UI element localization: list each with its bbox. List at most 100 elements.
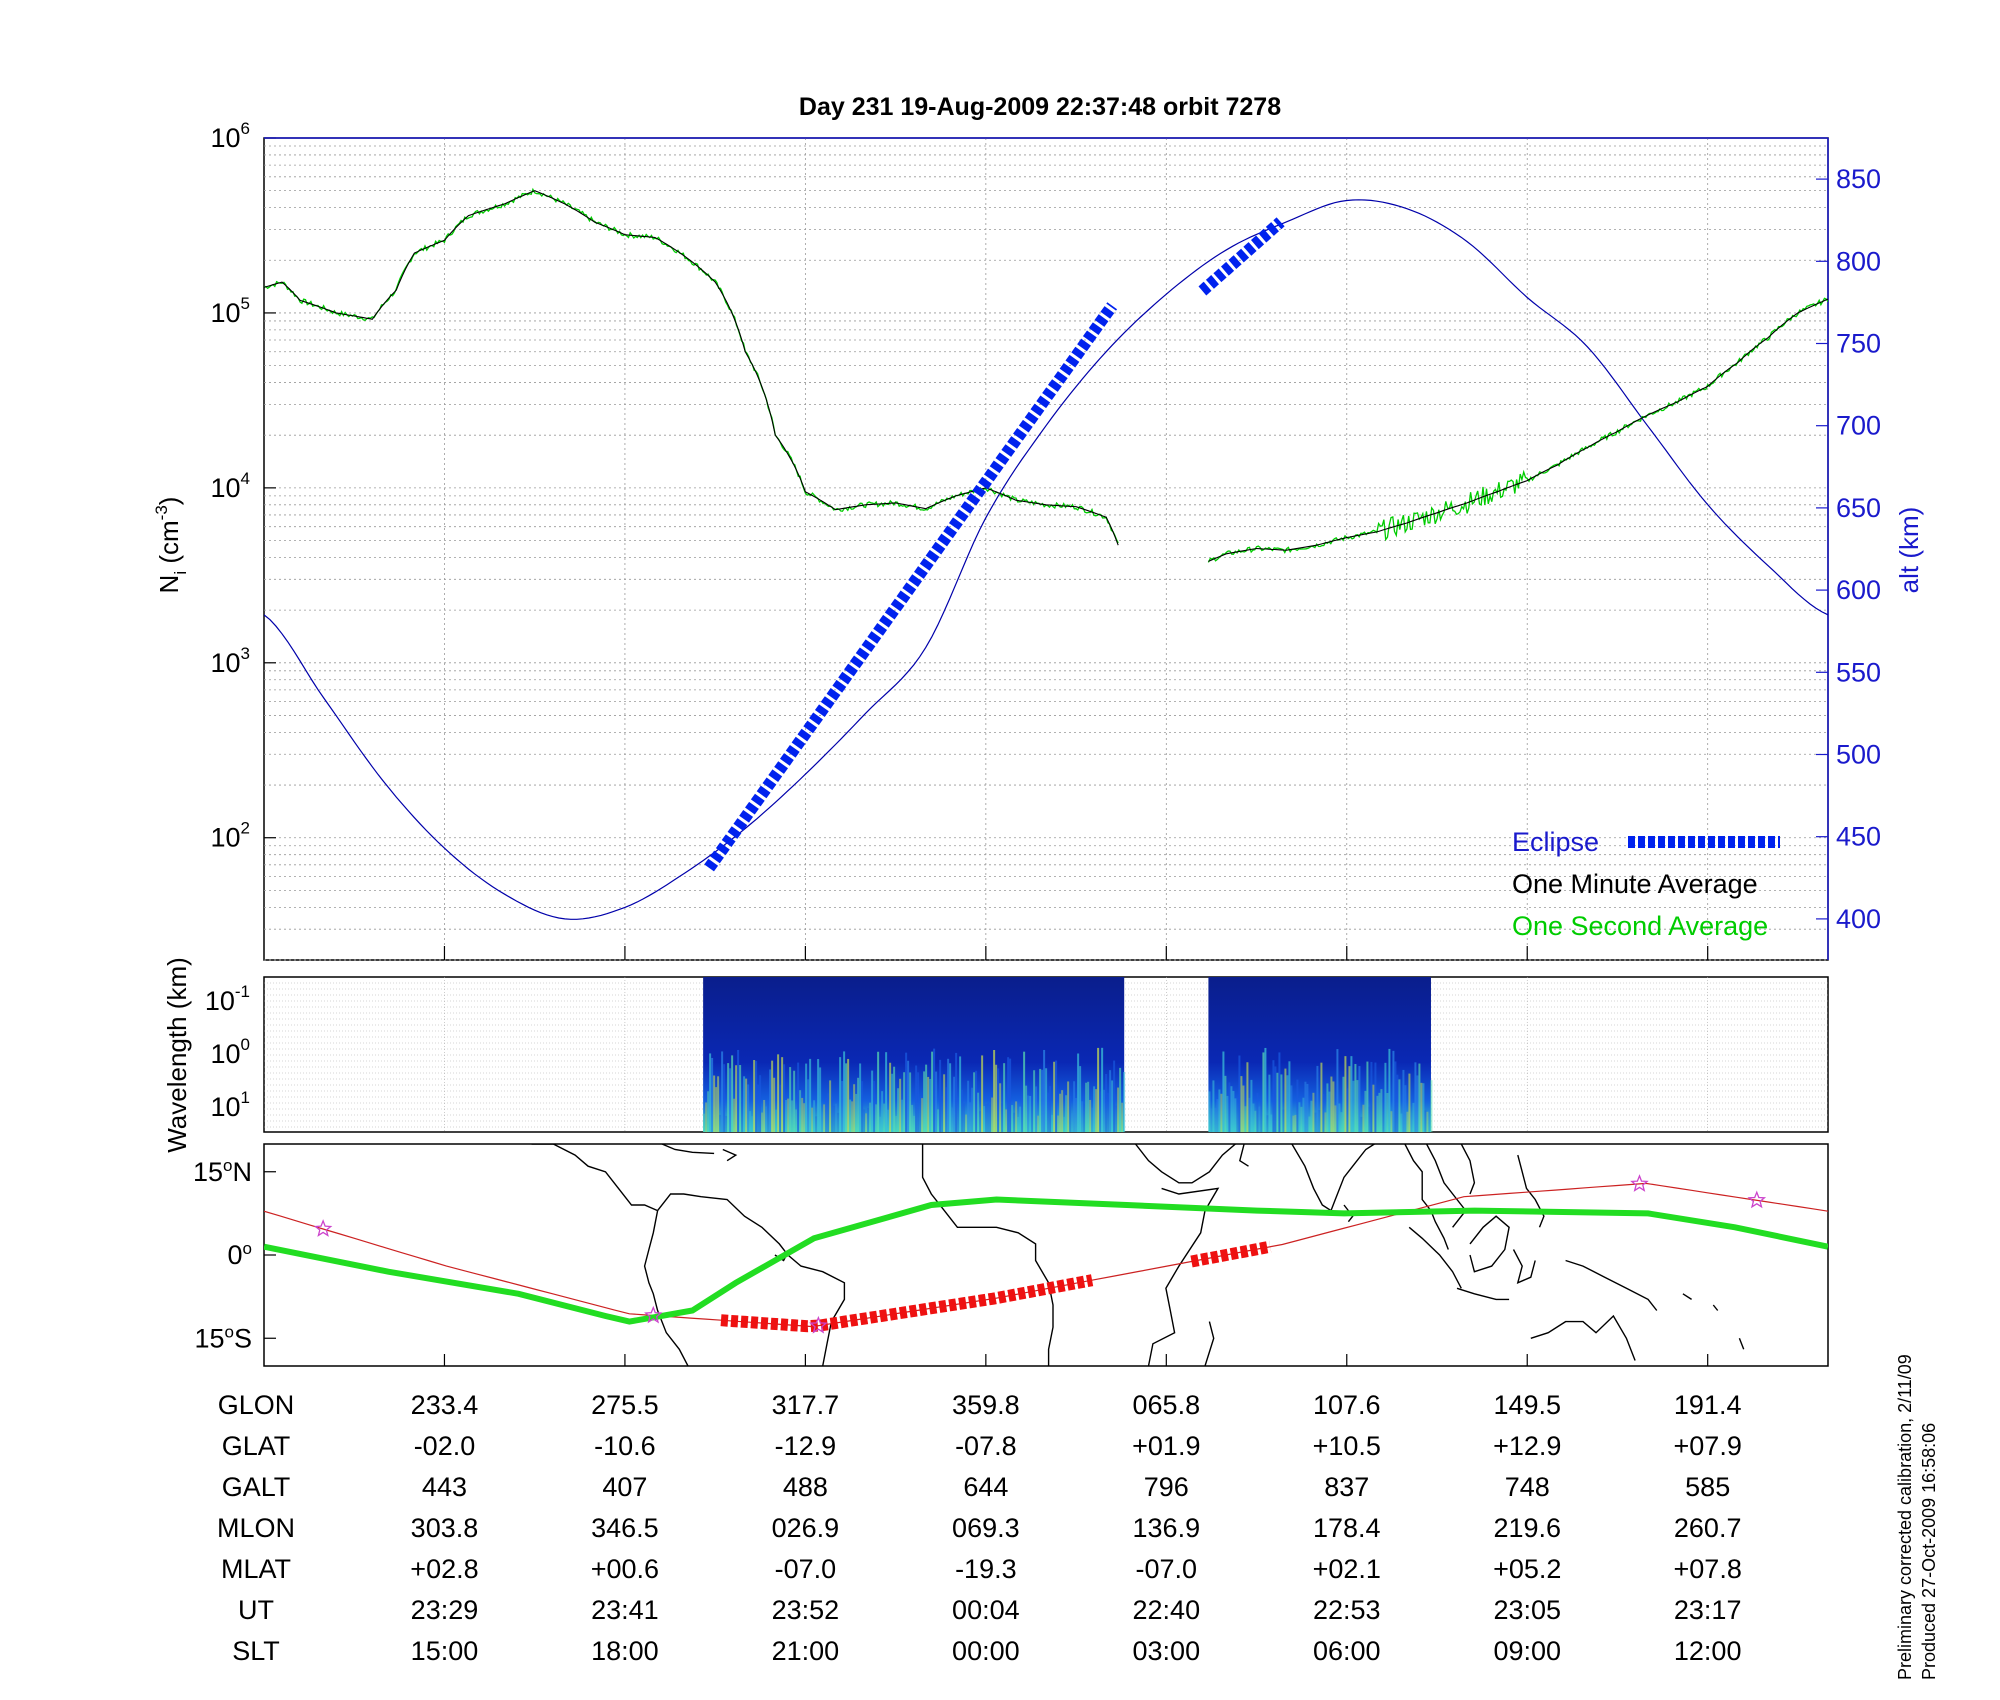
spectrogram-column <box>953 1076 956 1132</box>
spectrogram-column <box>1302 1097 1305 1132</box>
coastline <box>643 1210 689 1366</box>
spectrogram-column <box>1015 1101 1018 1132</box>
spectrogram-column <box>929 1078 932 1132</box>
spectrogram-column <box>723 1064 726 1132</box>
legend: Eclipse One Minute Average One Second Av… <box>1512 827 1780 941</box>
spectrogram-column <box>1121 1102 1124 1132</box>
table-cell: +12.9 <box>1493 1431 1561 1461</box>
spectrogram-column <box>1402 1069 1405 1132</box>
spectrogram-column <box>759 1075 762 1132</box>
table-cell: 23:52 <box>772 1595 840 1625</box>
spectrogram-column <box>1284 1068 1287 1132</box>
coastline <box>921 1144 1054 1366</box>
spectrogram-column <box>899 1078 902 1132</box>
spectrogram-column <box>761 1112 764 1132</box>
spectrogram-column <box>831 1097 834 1132</box>
spectrogram-column <box>1380 1089 1383 1132</box>
spectrogram-column <box>903 1072 906 1132</box>
table-cell: 178.4 <box>1313 1513 1381 1543</box>
alt-tick-label: 450 <box>1836 822 1881 852</box>
spectrogram-column <box>1334 1105 1337 1132</box>
coastline <box>1408 1226 1462 1289</box>
spectrogram-column <box>1085 1082 1088 1132</box>
spectrogram-column <box>1254 1110 1257 1132</box>
coastline <box>722 1148 738 1162</box>
spectrogram-column <box>1232 1090 1235 1132</box>
spectrogram-column <box>783 1064 786 1132</box>
map-panel-frame <box>263 1143 1829 1367</box>
lat-tick-label: 15oS <box>194 1322 252 1353</box>
spectrogram-column <box>1366 1061 1369 1132</box>
spectrogram-column <box>951 1107 954 1132</box>
spectrogram-column <box>1017 1116 1020 1132</box>
spectrogram-column <box>1342 1076 1345 1132</box>
spectrogram-column <box>823 1104 826 1132</box>
spectrogram-column <box>1081 1101 1084 1132</box>
spectrogram-column <box>1358 1066 1361 1132</box>
spectrogram-column <box>1003 1063 1006 1132</box>
altitude-right-ticks: 850 800 750 700 650 600 550 500 450 400 <box>1816 164 1881 934</box>
spectrogram-column <box>1294 1114 1297 1132</box>
spectrogram-column <box>943 1074 946 1132</box>
coastline <box>1530 1314 1636 1361</box>
spectrogram-column <box>1248 1097 1251 1132</box>
spectrogram-column <box>1019 1106 1022 1132</box>
spectrogram-column <box>745 1078 748 1132</box>
spectrogram-column <box>829 1080 832 1132</box>
spectrogram-column <box>1278 1052 1281 1132</box>
table-cell: 275.5 <box>591 1390 659 1420</box>
spectrogram-column <box>1065 1095 1068 1132</box>
coastline-map <box>531 1144 1745 1366</box>
eclipse-line-1 <box>704 302 1118 872</box>
spectrogram-column <box>1412 1102 1415 1132</box>
spectrogram-column <box>785 1099 788 1132</box>
table-cell: 837 <box>1324 1472 1369 1502</box>
density-left-ticks: 106 105 104 103 102 <box>210 119 276 853</box>
spectrogram-column <box>1210 1108 1213 1132</box>
spectrogram-column <box>1338 1103 1341 1132</box>
y-tick-label: 106 <box>210 119 250 153</box>
table-cell: 21:00 <box>772 1636 840 1666</box>
produced-note: Produced 27-Oct-2009 16:58:06 <box>1919 1423 1939 1680</box>
calibration-note: Preliminary corrected calibration, 2/11/… <box>1895 1354 1915 1680</box>
spectrogram-column <box>939 1059 942 1132</box>
spectrogram-column <box>781 1057 784 1132</box>
station-star-marker <box>809 1315 828 1334</box>
spectrogram-column <box>835 1103 838 1132</box>
spectrogram-column <box>1244 1106 1247 1132</box>
spectrogram-column <box>857 1077 860 1132</box>
spectrogram-column <box>1310 1100 1313 1132</box>
spectrogram-column <box>923 1071 926 1132</box>
spectrogram-column <box>969 1102 972 1132</box>
spectrogram-column <box>1208 1091 1211 1132</box>
spectrogram-column <box>729 1068 732 1132</box>
spectrogram-column <box>1370 1061 1373 1132</box>
spectrogram-column <box>1226 1095 1229 1132</box>
table-cell: +02.8 <box>410 1554 478 1584</box>
spectrogram-column <box>1304 1081 1307 1132</box>
spectrogram-column <box>1290 1085 1293 1132</box>
spectrogram-column <box>815 1116 818 1132</box>
spectrogram-column <box>901 1099 904 1132</box>
spectrogram-column <box>1414 1062 1417 1132</box>
spectrogram-column <box>1021 1098 1024 1132</box>
spectrogram-column <box>925 1064 928 1132</box>
spectrogram-block-1 <box>703 977 1126 1132</box>
spectrogram-column <box>1252 1103 1255 1132</box>
spectrogram-column <box>1408 1073 1411 1132</box>
spectrogram-column <box>1103 1089 1106 1132</box>
spectrogram-column <box>1426 1111 1429 1132</box>
spectrogram-column <box>805 1063 808 1132</box>
table-cell: 03:00 <box>1133 1636 1201 1666</box>
spectrogram-column <box>1228 1082 1231 1132</box>
spectrogram-column <box>1336 1049 1339 1132</box>
density-axis-label: Ni (cm-3) <box>152 497 190 594</box>
spectrogram-column <box>1286 1075 1289 1132</box>
spectrogram-column <box>735 1065 738 1132</box>
table-row-label: GALT <box>222 1472 291 1502</box>
wavelength-panel: 10-1 100 101 Wavelength (km) <box>162 957 1829 1153</box>
lat-tick-label: 15oN <box>193 1156 252 1187</box>
spectrogram-column <box>881 1091 884 1132</box>
eclipse-track-1 <box>720 1274 1094 1333</box>
table-cell: 796 <box>1144 1472 1189 1502</box>
